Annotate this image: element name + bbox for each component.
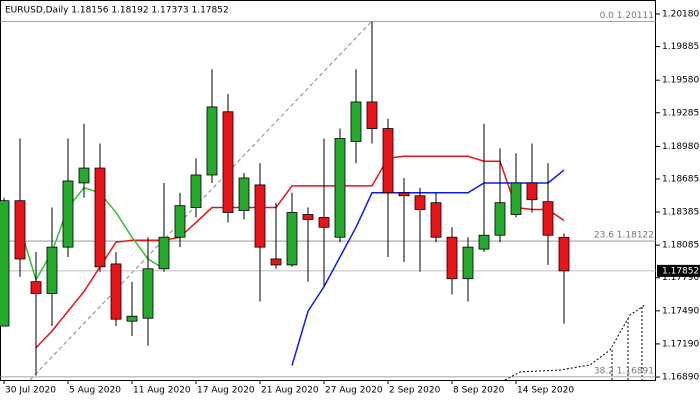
candle-body bbox=[174, 205, 186, 238]
y-tick-label: 1.18685 bbox=[662, 174, 699, 184]
x-tick-label: 21 Aug 2020 bbox=[261, 386, 319, 396]
candle-body bbox=[78, 167, 90, 184]
y-tick-label: 1.19580 bbox=[662, 76, 699, 86]
x-tick-label: 17 Aug 2020 bbox=[197, 386, 255, 396]
candle-body bbox=[94, 167, 106, 268]
candle-body bbox=[126, 315, 138, 322]
x-tick-label: 5 Aug 2020 bbox=[69, 386, 121, 396]
y-tick-label: 1.19285 bbox=[662, 108, 699, 118]
x-tick-label: 11 Aug 2020 bbox=[133, 386, 191, 396]
candle-body bbox=[142, 268, 154, 319]
candle-body bbox=[398, 192, 410, 197]
x-tick-label: 27 Aug 2020 bbox=[325, 386, 383, 396]
y-tick-label: 1.19885 bbox=[662, 42, 699, 52]
candle-body bbox=[558, 236, 570, 272]
candle-body bbox=[238, 177, 250, 211]
chart-title: EURUSD,Daily 1.18156 1.18192 1.17373 1.1… bbox=[5, 6, 229, 16]
candle-body bbox=[462, 246, 474, 280]
candle-body bbox=[0, 200, 10, 327]
candle-body bbox=[334, 138, 346, 238]
last-price-label: 1.17852 bbox=[662, 266, 699, 276]
candle-body bbox=[430, 202, 442, 238]
candle-body bbox=[158, 236, 170, 270]
x-tick-label: 8 Sep 2020 bbox=[453, 386, 505, 396]
plot-frame bbox=[0, 0, 656, 381]
candle-body bbox=[526, 182, 538, 201]
candle-body bbox=[110, 263, 122, 320]
candle-body bbox=[366, 101, 378, 129]
indicator-line bbox=[291, 169, 565, 366]
candle-body bbox=[286, 212, 298, 266]
candle-body bbox=[62, 180, 74, 248]
candle-body bbox=[542, 201, 554, 236]
indicator-line bbox=[35, 155, 565, 349]
x-tick-label: 30 Jul 2020 bbox=[5, 386, 56, 396]
x-tick-label: 2 Sep 2020 bbox=[389, 386, 441, 396]
y-tick-label: 1.17790 bbox=[662, 273, 699, 283]
candle-body bbox=[270, 258, 282, 266]
fib-label: 0.0 1.20111 bbox=[600, 11, 654, 21]
fib-label: 38.2 1.16891 bbox=[594, 366, 654, 376]
indicator-line bbox=[19, 186, 165, 282]
y-tick-label: 1.18980 bbox=[662, 142, 699, 152]
indicator-curve bbox=[504, 304, 646, 381]
candle-body bbox=[382, 128, 394, 194]
candle-body bbox=[494, 202, 506, 236]
candle-body bbox=[190, 174, 202, 208]
y-tick-label: 1.16890 bbox=[662, 373, 699, 383]
indicator-drops bbox=[611, 307, 643, 380]
candle-body bbox=[414, 195, 426, 210]
y-tick-label: 1.17490 bbox=[662, 306, 699, 316]
candle-body bbox=[14, 200, 26, 260]
candle-body bbox=[350, 101, 362, 142]
candle-body bbox=[222, 111, 234, 213]
x-tick-label: 14 Sep 2020 bbox=[517, 386, 574, 396]
candle-body bbox=[446, 236, 458, 280]
candle-body bbox=[478, 234, 490, 250]
candle-body bbox=[206, 106, 218, 176]
y-tick-label: 1.18385 bbox=[662, 208, 699, 218]
candle-body bbox=[318, 217, 330, 228]
y-tick-label: 1.20180 bbox=[662, 10, 699, 20]
candle-body bbox=[254, 184, 266, 248]
last-price-box bbox=[657, 264, 700, 277]
candle-body bbox=[302, 214, 314, 220]
y-tick-label: 1.18085 bbox=[662, 241, 699, 251]
y-tick-label: 1.17190 bbox=[662, 339, 699, 349]
candle-body bbox=[30, 281, 42, 294]
candle-body bbox=[46, 246, 58, 294]
candle-body bbox=[510, 182, 522, 215]
fib-label: 23.6 1.18122 bbox=[594, 231, 654, 241]
